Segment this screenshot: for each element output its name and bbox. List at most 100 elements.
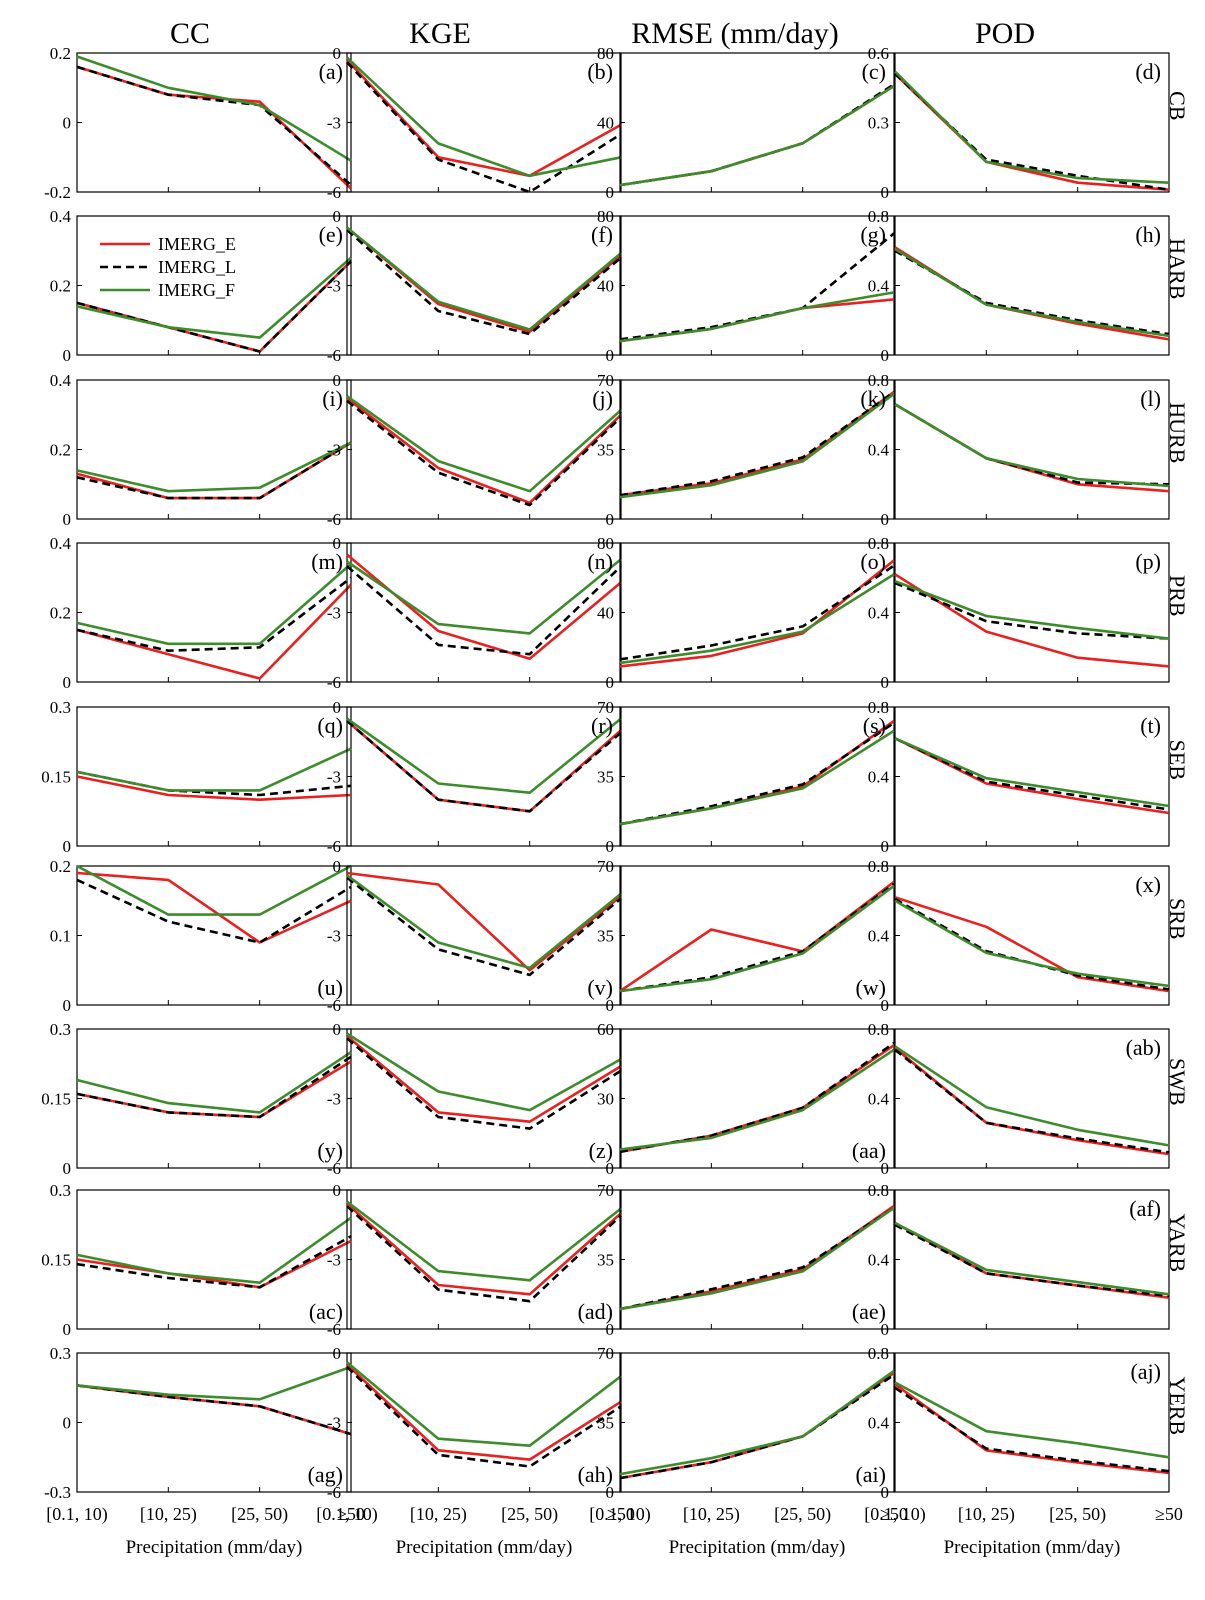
panel-label: (c): [862, 59, 886, 84]
series-line-imerg-f: [346, 395, 622, 493]
panel-label: (ag): [308, 1462, 343, 1487]
y-tick-label: -6: [327, 996, 341, 1015]
series-line-imerg-l: [619, 232, 895, 341]
series-line-imerg-l: [894, 737, 1170, 811]
panel-ac: 0.3 0.15 0 (ac): [41, 1181, 352, 1339]
y-tick-label: 0.8: [868, 857, 889, 876]
panel-n: 0 -3 -6 (n): [327, 534, 622, 692]
series-line-imerg-l: [894, 1048, 1170, 1154]
series-line-imerg-e: [346, 397, 622, 505]
series-line-imerg-f: [619, 573, 895, 665]
y-tick-label: 0: [606, 510, 615, 529]
series-line-imerg-f: [894, 1381, 1170, 1459]
panel-c: 80 40 0 (c): [597, 44, 895, 202]
y-tick-label: 35: [597, 1414, 614, 1433]
y-tick-label: 0: [63, 1159, 72, 1178]
series-line-imerg-l: [346, 1205, 622, 1303]
series-line-imerg-f: [76, 562, 352, 646]
y-tick-label: 0.2: [50, 857, 71, 876]
panel-frame: [346, 865, 622, 1006]
series-line-imerg-e: [346, 553, 622, 661]
series-line-imerg-e: [619, 1371, 895, 1480]
panel-frame: [894, 379, 1170, 520]
panel-frame: [894, 706, 1170, 847]
y-tick-label: -6: [327, 346, 341, 365]
series-line-imerg-l: [76, 576, 352, 653]
panel-label: (o): [860, 549, 886, 574]
panel-label: (ab): [1126, 1035, 1161, 1060]
series-line-imerg-l: [619, 882, 895, 993]
panel-t: 0.8 0.4 0 (t): [868, 698, 1170, 856]
series-line-imerg-f: [619, 291, 895, 343]
series-line-imerg-l: [619, 1041, 895, 1154]
panel-frame: [619, 52, 895, 193]
series-line-imerg-l: [346, 228, 622, 336]
y-tick-label: 0: [606, 346, 615, 365]
y-tick-label: 80: [597, 534, 614, 553]
series-line-imerg-e: [894, 1221, 1170, 1299]
series-line-imerg-l: [346, 399, 622, 507]
series-line-imerg-e: [76, 871, 352, 944]
panel-frame: [346, 706, 622, 847]
panel-label: (m): [311, 549, 343, 574]
panel-o: 80 40 0 (o): [597, 534, 895, 692]
y-tick-label: 0: [333, 371, 342, 390]
series-line-imerg-f: [76, 55, 352, 162]
panel-x: 0.8 0.4 0 (x): [868, 857, 1170, 1015]
series-line-imerg-e: [76, 775, 352, 802]
panel-label: (ad): [578, 1299, 613, 1324]
column-title-pod: POD: [975, 17, 1035, 50]
y-tick-label: 0: [881, 346, 890, 365]
panel-label: (f): [591, 222, 613, 247]
y-tick-label: 40: [597, 604, 614, 623]
series-line-imerg-l: [76, 1384, 352, 1436]
legend: IMERG_E IMERG_L IMERG_F: [100, 234, 236, 300]
y-tick-label: 0: [63, 1414, 72, 1433]
y-tick-label: 0.4: [50, 371, 72, 390]
panel-label: (q): [317, 713, 343, 738]
series-line-imerg-l: [76, 1055, 352, 1119]
x-category-label: ≥50: [337, 1504, 365, 1524]
series-line-imerg-f: [894, 403, 1170, 488]
x-category-label: [10, 25): [958, 1504, 1015, 1525]
y-tick-label: 70: [597, 857, 614, 876]
series-line-imerg-f: [894, 70, 1170, 184]
y-tick-label: 0.3: [50, 1020, 71, 1039]
y-tick-label: 70: [597, 698, 614, 717]
series-line-imerg-f: [76, 256, 352, 339]
y-tick-label: 0: [881, 1320, 890, 1339]
y-tick-label: 0: [63, 673, 72, 692]
y-tick-label: 0: [881, 183, 890, 202]
y-tick-label: 0: [333, 1020, 342, 1039]
series-line-imerg-e: [346, 1035, 622, 1123]
y-tick-label: -3: [327, 927, 341, 946]
x-axis-title: Precipitation (mm/day): [944, 1537, 1121, 1558]
y-tick-label: 0.15: [41, 1090, 71, 1109]
series-line-imerg-e: [346, 1363, 622, 1461]
y-tick-label: 0.8: [868, 371, 889, 390]
series-line-imerg-e: [346, 871, 622, 972]
series-line-imerg-f: [346, 1032, 622, 1112]
y-tick-label: 80: [597, 207, 614, 226]
panel-frame: [346, 215, 622, 356]
y-tick-label: 0.3: [868, 114, 889, 133]
panel-label: (t): [1140, 713, 1161, 738]
y-tick-label: 0.15: [41, 1251, 71, 1270]
y-tick-label: 70: [597, 371, 614, 390]
series-line-imerg-e: [619, 559, 895, 668]
series-line-imerg-f: [346, 1361, 622, 1447]
y-tick-label: 0.4: [868, 768, 890, 787]
panel-m: 0.40.20(m): [50, 534, 352, 692]
series-line-imerg-f: [346, 56, 622, 178]
y-tick-label: 0.8: [868, 534, 889, 553]
y-tick-label: -6: [327, 837, 341, 856]
panel-s: 70 35 0 (s): [597, 698, 895, 856]
legend-label: IMERG_E: [158, 234, 236, 254]
series-line-imerg-e: [894, 403, 1170, 493]
panel-label: (d): [1135, 59, 1161, 84]
y-tick-label: 0.4: [868, 604, 890, 623]
series-line-imerg-f: [346, 226, 622, 331]
series-line-imerg-f: [619, 1369, 895, 1476]
y-tick-label: -3: [327, 1251, 341, 1270]
panel-g: 80 40 0 (g): [597, 207, 895, 365]
